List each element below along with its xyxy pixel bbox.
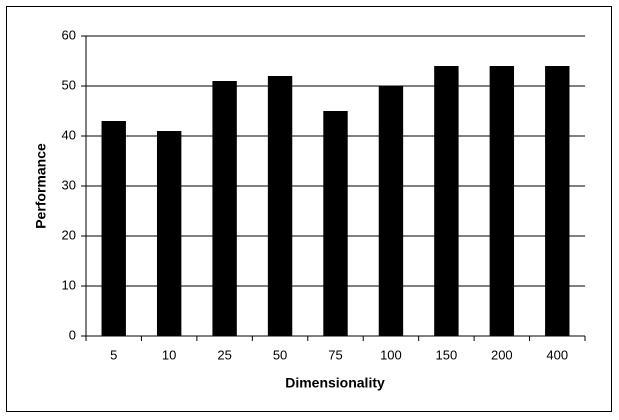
x-tick-label: 50: [273, 347, 287, 362]
bar: [101, 121, 126, 336]
bar: [378, 86, 404, 336]
x-tick-label: 200: [491, 347, 513, 362]
bar: [212, 81, 237, 336]
y-tick-label: 20: [62, 227, 76, 242]
x-tick-label: 10: [162, 347, 176, 362]
bar: [323, 111, 348, 336]
bar: [156, 131, 182, 336]
y-tick-label: 50: [62, 77, 76, 92]
bar: [489, 66, 515, 336]
chart-border: [6, 6, 612, 412]
y-tick-label: 0: [69, 327, 76, 342]
bar: [545, 66, 570, 336]
y-tick-label: 60: [62, 27, 76, 42]
y-tick-label: 10: [62, 277, 76, 292]
y-tick-label: 30: [62, 177, 76, 192]
y-axis-title: Performance: [33, 143, 49, 229]
bar: [434, 66, 459, 336]
x-tick-label: 75: [328, 347, 342, 362]
y-tick-label: 40: [62, 127, 76, 142]
x-tick-label: 5: [110, 347, 117, 362]
x-axis-title: Dimensionality: [285, 375, 385, 391]
x-tick-label: 25: [217, 347, 231, 362]
x-tick-label: 400: [546, 347, 568, 362]
bar: [267, 76, 293, 336]
x-tick-label: 150: [436, 347, 458, 362]
x-tick-label: 100: [380, 347, 402, 362]
